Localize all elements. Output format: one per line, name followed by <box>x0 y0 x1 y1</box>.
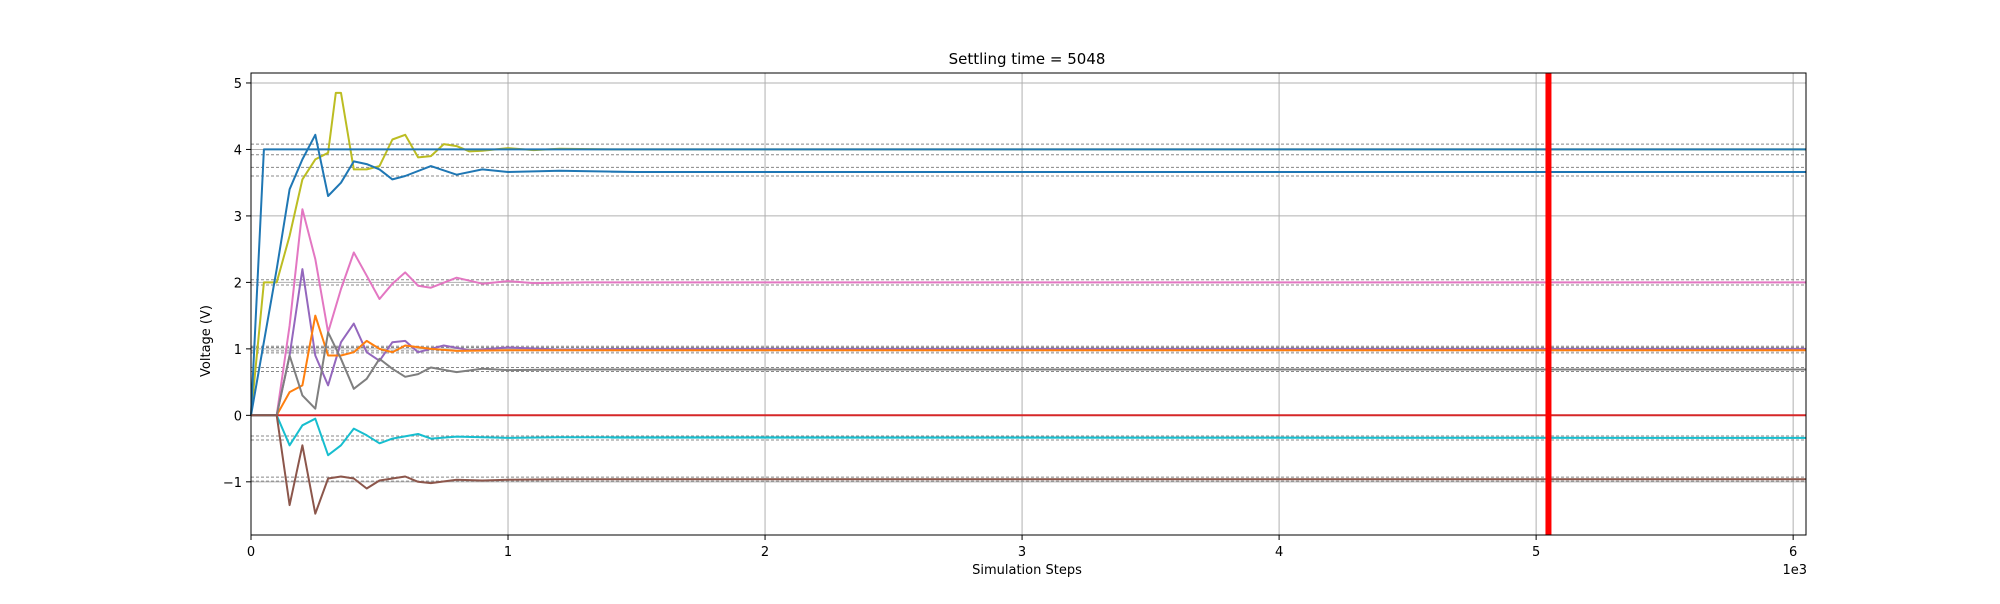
x-tick-label: 6 <box>1789 545 1797 560</box>
x-tick-label: 1 <box>504 545 512 560</box>
y-tick-label: 5 <box>234 77 242 92</box>
data-series <box>250 91 1807 515</box>
x-tick-label: 4 <box>1275 545 1283 560</box>
y-tick-label: 1 <box>234 343 242 358</box>
tolerance-bands <box>251 143 1806 482</box>
y-axis-label: Voltage (V) <box>199 305 214 377</box>
grid-lines <box>250 73 1806 535</box>
y-tick-label: 3 <box>234 210 242 225</box>
series-line-9 <box>251 414 1807 457</box>
plot-frame <box>250 72 1807 536</box>
x-axis-label: Simulation Steps <box>972 563 1082 578</box>
series-line-5 <box>251 268 1806 417</box>
x-axis-multiplier: 1e3 <box>1782 563 1807 578</box>
series-line-10 <box>251 414 1806 515</box>
x-tick-label: 0 <box>247 545 255 560</box>
series-line-4 <box>251 208 1806 417</box>
series-line-7 <box>251 331 1806 417</box>
x-axis: 0 1 2 3 4 5 6 <box>247 535 1797 560</box>
y-tick-label: 2 <box>234 276 242 291</box>
y-tick-label: −1 <box>223 476 242 491</box>
x-tick-label: 3 <box>1018 545 1026 560</box>
series-line-2 <box>250 148 1806 416</box>
y-tick-label: 0 <box>234 409 242 424</box>
series-line-6 <box>251 314 1806 417</box>
series-line-1 <box>250 91 1806 416</box>
chart-title: Settling time = 5048 <box>949 50 1106 68</box>
series-line-3 <box>250 133 1806 416</box>
x-tick-label: 2 <box>761 545 769 560</box>
y-tick-label: 4 <box>234 143 242 158</box>
x-tick-label: 5 <box>1532 545 1540 560</box>
y-axis: −1 0 1 2 3 4 5 <box>223 77 251 491</box>
